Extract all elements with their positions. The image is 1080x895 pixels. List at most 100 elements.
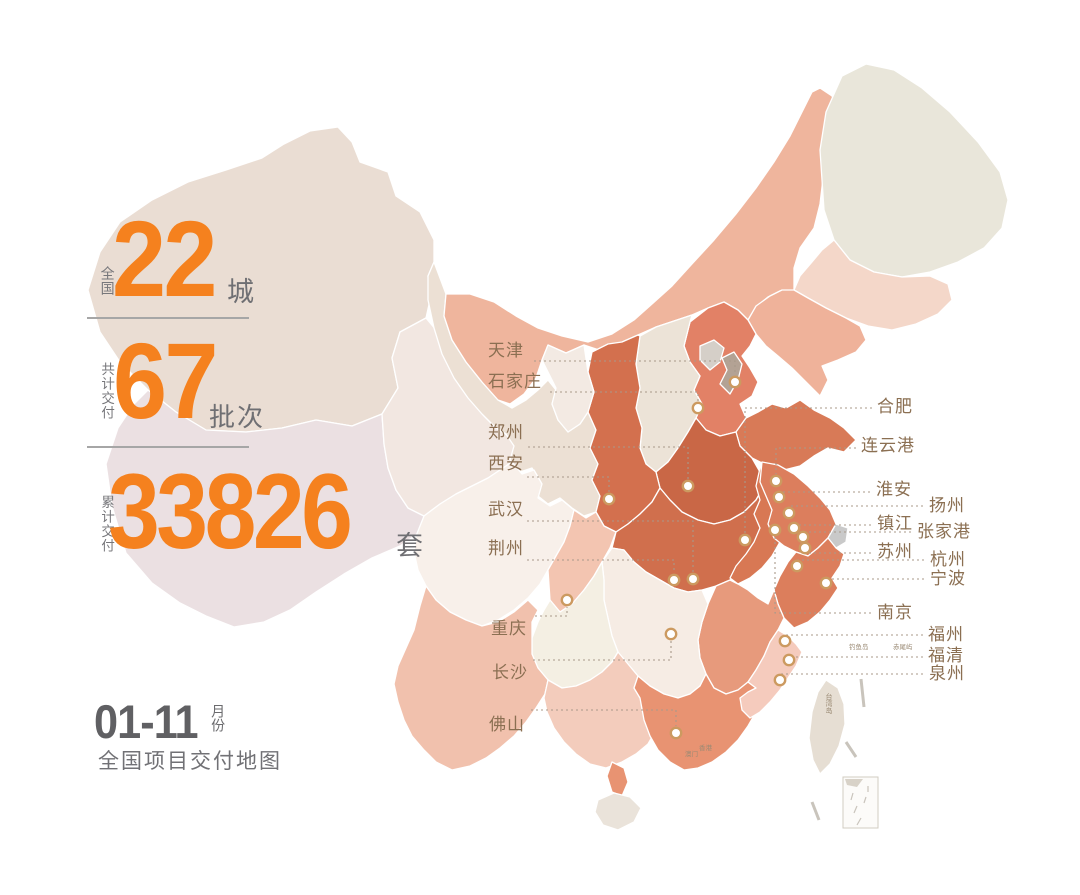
city-label-chongqing: 重庆 — [491, 619, 527, 638]
stat-batches-suffix: 批次 — [209, 402, 266, 432]
province-tibet — [105, 389, 425, 628]
city-marker-chongqing — [560, 593, 574, 607]
stat-units-prefix: 累计交付 — [99, 495, 115, 553]
stat-units-suffix: 套 — [396, 531, 425, 561]
city-marker-huaian — [772, 490, 786, 504]
stat-cities-prefix: 全国 — [99, 266, 116, 296]
city-label-nanjing: 南京 — [877, 603, 913, 622]
city-marker-changsha — [664, 627, 678, 641]
city-label-hefei: 合肥 — [877, 397, 913, 416]
leader-line-ningbo — [825, 578, 924, 582]
stat-batches-value: 67 — [113, 320, 218, 441]
tiny-island-label: 赤尾屿 — [893, 644, 913, 651]
city-marker-jingzhou — [667, 573, 681, 587]
city-marker-suzhou — [798, 541, 812, 555]
city-label-xian: 西安 — [488, 454, 524, 473]
city-marker-hefei — [738, 533, 752, 547]
inset-dash — [863, 796, 867, 804]
city-marker-zhenjiang — [787, 521, 801, 535]
leader-line-wuhan — [527, 520, 694, 572]
city-marker-lianyungang — [769, 474, 783, 488]
divider — [87, 446, 249, 448]
city-marker-tianjin — [728, 375, 742, 389]
province-fujian — [739, 629, 803, 719]
city-label-lianyungang: 连云港 — [861, 436, 915, 455]
province-heilongjiang — [819, 63, 1009, 278]
city-label-jingzhou: 荆州 — [488, 539, 524, 558]
tiny-island-label: 香港 — [699, 745, 712, 752]
leader-line-zhengzhou — [528, 446, 689, 479]
leader-line-foshan — [531, 709, 677, 726]
city-marker-quanzhou — [773, 673, 787, 687]
city-label-wuhan: 武汉 — [488, 500, 524, 519]
city-marker-yangzhou — [782, 506, 796, 520]
footer-period-suffix: 月份 — [210, 704, 227, 732]
divider — [87, 317, 249, 319]
city-label-fuqing: 福清 — [928, 646, 964, 665]
city-marker-ningbo — [819, 576, 833, 590]
city-marker-fuqing — [782, 653, 796, 667]
province-leizhou-peninsula — [606, 761, 629, 797]
city-marker-foshan — [669, 726, 683, 740]
city-label-fuzhou: 福州 — [928, 625, 964, 644]
inset-dash — [853, 805, 858, 814]
leader-line-jingzhou — [527, 559, 675, 573]
province-beijing — [699, 339, 725, 371]
leader-line-quanzhou — [779, 673, 923, 680]
leader-line-changsha — [533, 641, 672, 661]
leader-line-tianjin — [534, 360, 736, 375]
city-marker-hangzhou — [790, 559, 804, 573]
stat-units-value: 33826 — [108, 451, 353, 571]
footer-title: 全国项目交付地图 — [98, 750, 282, 773]
tiny-island-label: 钓鱼岛 — [849, 644, 869, 651]
city-marker-zhangjiagang — [796, 530, 810, 544]
nine-dash-segment — [859, 678, 866, 708]
leader-line-chongqing — [535, 607, 568, 617]
inset-dash — [850, 792, 854, 801]
city-label-changsha: 长沙 — [492, 663, 528, 682]
province-shandong — [735, 399, 857, 471]
nine-dash-segment — [844, 741, 858, 758]
city-label-shijiazhuang: 石家庄 — [488, 372, 542, 391]
city-label-quanzhou: 泉州 — [929, 664, 965, 683]
province-taiwan — [808, 679, 846, 775]
province-guangdong — [633, 673, 763, 771]
city-label-hangzhou: 杭州 — [930, 550, 966, 569]
city-label-huaian: 淮安 — [876, 480, 912, 499]
city-label-zhangjiagang: 张家港 — [917, 522, 971, 541]
city-label-zhenjiang: 镇江 — [877, 514, 913, 533]
city-marker-wuhan — [686, 572, 700, 586]
city-label-foshan: 佛山 — [489, 715, 525, 734]
province-yunnan — [393, 585, 549, 771]
city-label-suzhou: 苏州 — [877, 542, 913, 561]
city-label-ningbo: 宁波 — [930, 569, 966, 588]
leader-line-fuqing — [788, 656, 923, 660]
city-marker-xian — [602, 492, 616, 506]
city-marker-nanjing — [768, 523, 782, 537]
leader-line-hefei — [744, 407, 872, 533]
city-marker-fuzhou — [778, 634, 792, 648]
city-marker-zhengzhou — [681, 479, 695, 493]
inset-coast — [845, 779, 863, 787]
leader-line-nanjing — [774, 537, 871, 614]
stat-cities-suffix: 城 — [227, 277, 256, 307]
city-label-yangzhou: 扬州 — [929, 496, 965, 515]
leader-line-lianyungang — [775, 447, 856, 474]
leader-line-fuzhou — [784, 634, 923, 641]
province-shanghai — [827, 523, 849, 549]
tiny-island-label: 澳门 — [685, 751, 698, 758]
footer-period: 01-11 — [94, 695, 199, 748]
city-marker-shijiazhuang — [691, 401, 705, 415]
nine-dash-segment — [810, 801, 821, 821]
tiny-island-label: 台湾岛 — [825, 693, 832, 714]
city-label-zhengzhou: 郑州 — [488, 423, 524, 442]
province-liaoning — [747, 289, 867, 397]
province-jilin — [793, 239, 953, 331]
inset-dash — [856, 817, 862, 826]
province-ningxia — [541, 344, 595, 433]
city-label-tianjin: 天津 — [488, 341, 524, 360]
leader-line-xian — [527, 476, 610, 492]
stat-cities-value: 22 — [112, 198, 217, 319]
